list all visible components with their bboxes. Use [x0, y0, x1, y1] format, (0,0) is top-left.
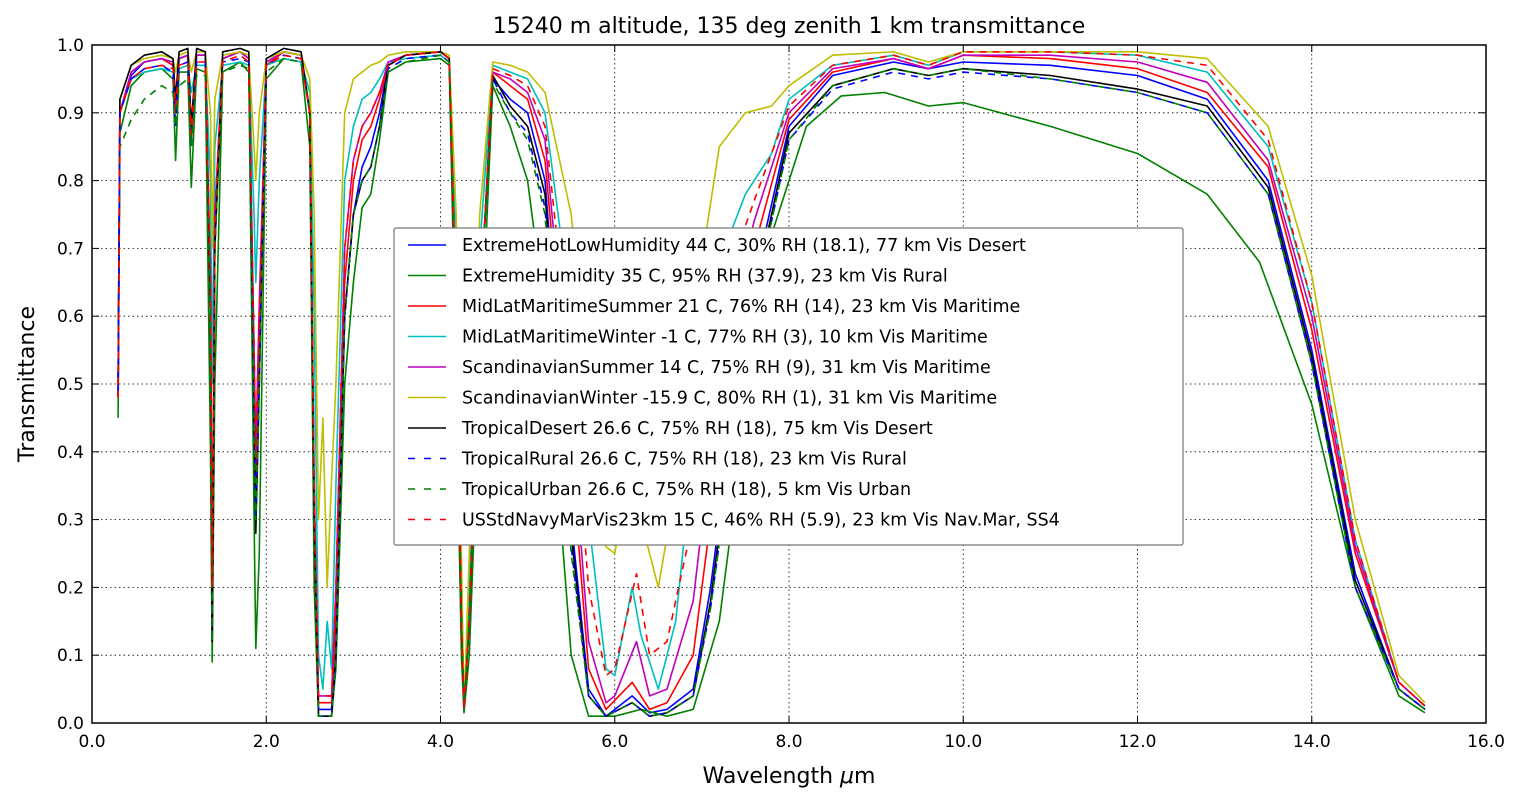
legend-label: ScandinavianSummer 14 C, 75% RH (9), 31 …	[462, 358, 991, 378]
y-tick-label: 0.1	[57, 646, 84, 666]
x-tick-label: 16.0	[1467, 732, 1505, 752]
x-tick-label: 10.0	[944, 732, 982, 752]
legend-label: MidLatMaritimeSummer 21 C, 76% RH (14), …	[462, 297, 1020, 317]
y-tick-label: 0.3	[57, 511, 84, 531]
legend-box	[393, 227, 1184, 546]
series-line-10	[117, 51, 1426, 711]
x-axis-label-unit: m	[854, 764, 875, 789]
series-line-8	[117, 54, 1426, 717]
legend: ExtremeHotLowHumidity 44 C, 30% RH (18.1…	[393, 227, 1184, 546]
y-tick-label: 0.9	[57, 104, 84, 124]
y-tick-label: 0.6	[57, 307, 84, 327]
legend-label: ScandinavianWinter -15.9 C, 80% RH (1), …	[462, 389, 997, 409]
x-axis-label-prefix: Wavelength	[703, 764, 841, 789]
x-tick-label: 0.0	[78, 732, 105, 752]
axis-ticks: 0.0 2.0 4.0 6.0 8.0 10.0 12.0 14.0 16.0 0.0 0.1 0.2…	[57, 36, 1505, 752]
series-line-6	[117, 51, 1426, 711]
legend-label: TropicalRural 26.6 C, 75% RH (18), 23 km…	[461, 450, 907, 470]
series-layer	[117, 47, 1426, 717]
x-axis-label-mu: μ	[839, 764, 854, 789]
legend-label: ExtremeHumidity 35 C, 95% RH (37.9), 23 …	[462, 267, 948, 287]
legend-label: TropicalUrban 26.6 C, 75% RH (18), 5 km …	[461, 480, 911, 500]
legend-label: TropicalDesert 26.6 C, 75% RH (18), 75 k…	[461, 419, 933, 439]
chart-title: 15240 m altitude, 135 deg zenith 1 km tr…	[493, 14, 1086, 39]
x-tick-label: 14.0	[1293, 732, 1331, 752]
y-tick-label: 0.5	[57, 375, 84, 395]
y-tick-label: 0.0	[57, 714, 84, 734]
y-tick-label: 0.2	[57, 578, 84, 598]
series-line-9	[117, 54, 1426, 717]
x-tick-label: 4.0	[427, 732, 454, 752]
x-tick-label: 2.0	[253, 732, 280, 752]
x-tick-label: 6.0	[601, 732, 628, 752]
legend-label: MidLatMaritimeWinter -1 C, 77% RH (3), 1…	[462, 328, 988, 348]
y-tick-label: 0.7	[57, 239, 84, 259]
x-axis-label: Wavelength μm	[703, 764, 876, 789]
legend-label: USStdNavyMarVis23km 15 C, 46% RH (5.9), …	[462, 511, 1060, 531]
legend-label: ExtremeHotLowHumidity 44 C, 30% RH (18.1…	[462, 236, 1026, 256]
y-axis-label: Transmittance	[15, 306, 40, 463]
x-tick-label: 8.0	[775, 732, 802, 752]
y-tick-label: 1.0	[57, 36, 84, 56]
y-tick-label: 0.4	[57, 443, 84, 463]
x-tick-label: 12.0	[1119, 732, 1157, 752]
y-tick-label: 0.8	[57, 172, 84, 192]
